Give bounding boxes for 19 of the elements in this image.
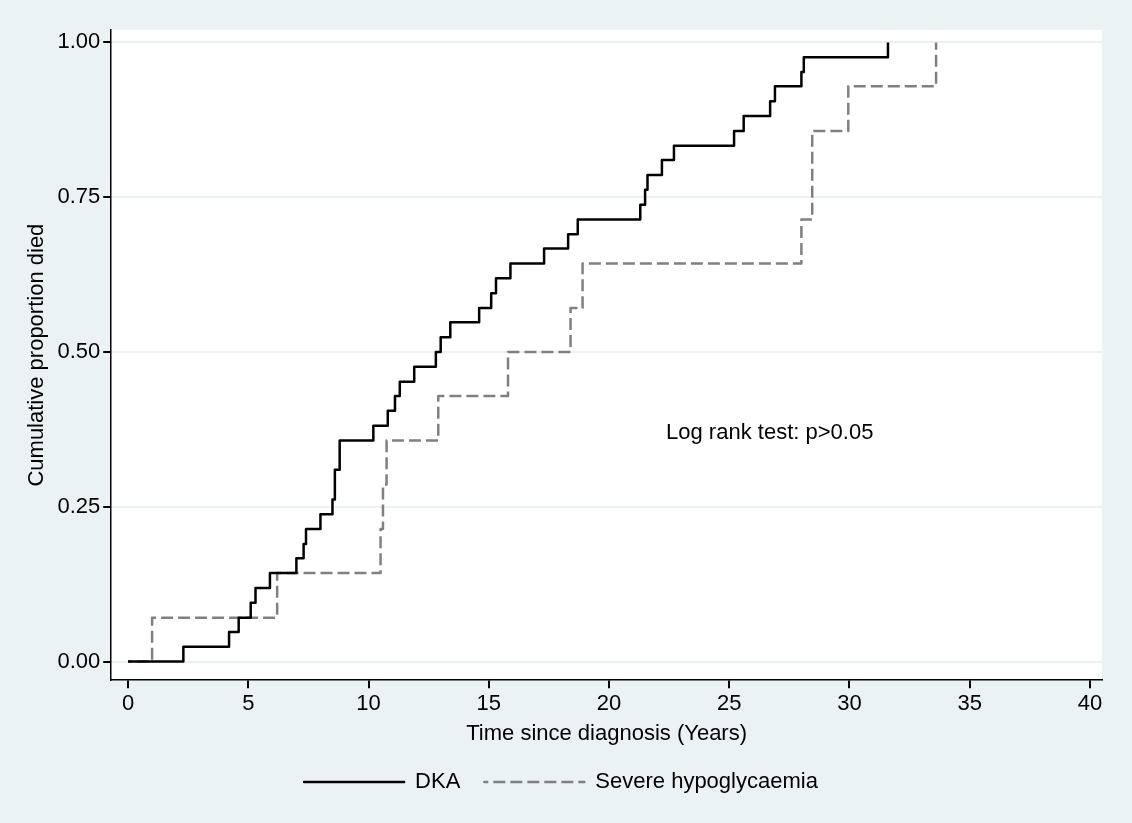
x-tick-label: 40	[1077, 690, 1103, 716]
x-tick-label: 5	[242, 690, 255, 716]
y-tick-label: 0.25	[57, 492, 101, 518]
legend-label: Severe hypoglycaemia	[595, 768, 819, 794]
x-tick-label: 25	[717, 690, 742, 716]
x-axis-title: Time since diagnosis (Years)	[466, 719, 748, 745]
y-axis-title: Cumulative proportion died	[23, 223, 49, 487]
legend-label: DKA	[415, 768, 461, 794]
annotation: Log rank test: p>0.05	[666, 419, 874, 445]
x-tick-label: 30	[837, 690, 862, 716]
y-tick-label: 0.75	[57, 183, 101, 209]
y-tick-label: 1.00	[57, 28, 101, 54]
y-tick-label: 0.00	[57, 647, 101, 673]
x-tick-label: 0	[121, 690, 135, 716]
y-tick-label: 0.50	[57, 338, 101, 364]
x-tick-label: 15	[476, 690, 502, 716]
x-tick-label: 10	[356, 690, 381, 716]
x-tick-label: 20	[596, 690, 622, 716]
x-tick-label: 35	[957, 690, 982, 716]
